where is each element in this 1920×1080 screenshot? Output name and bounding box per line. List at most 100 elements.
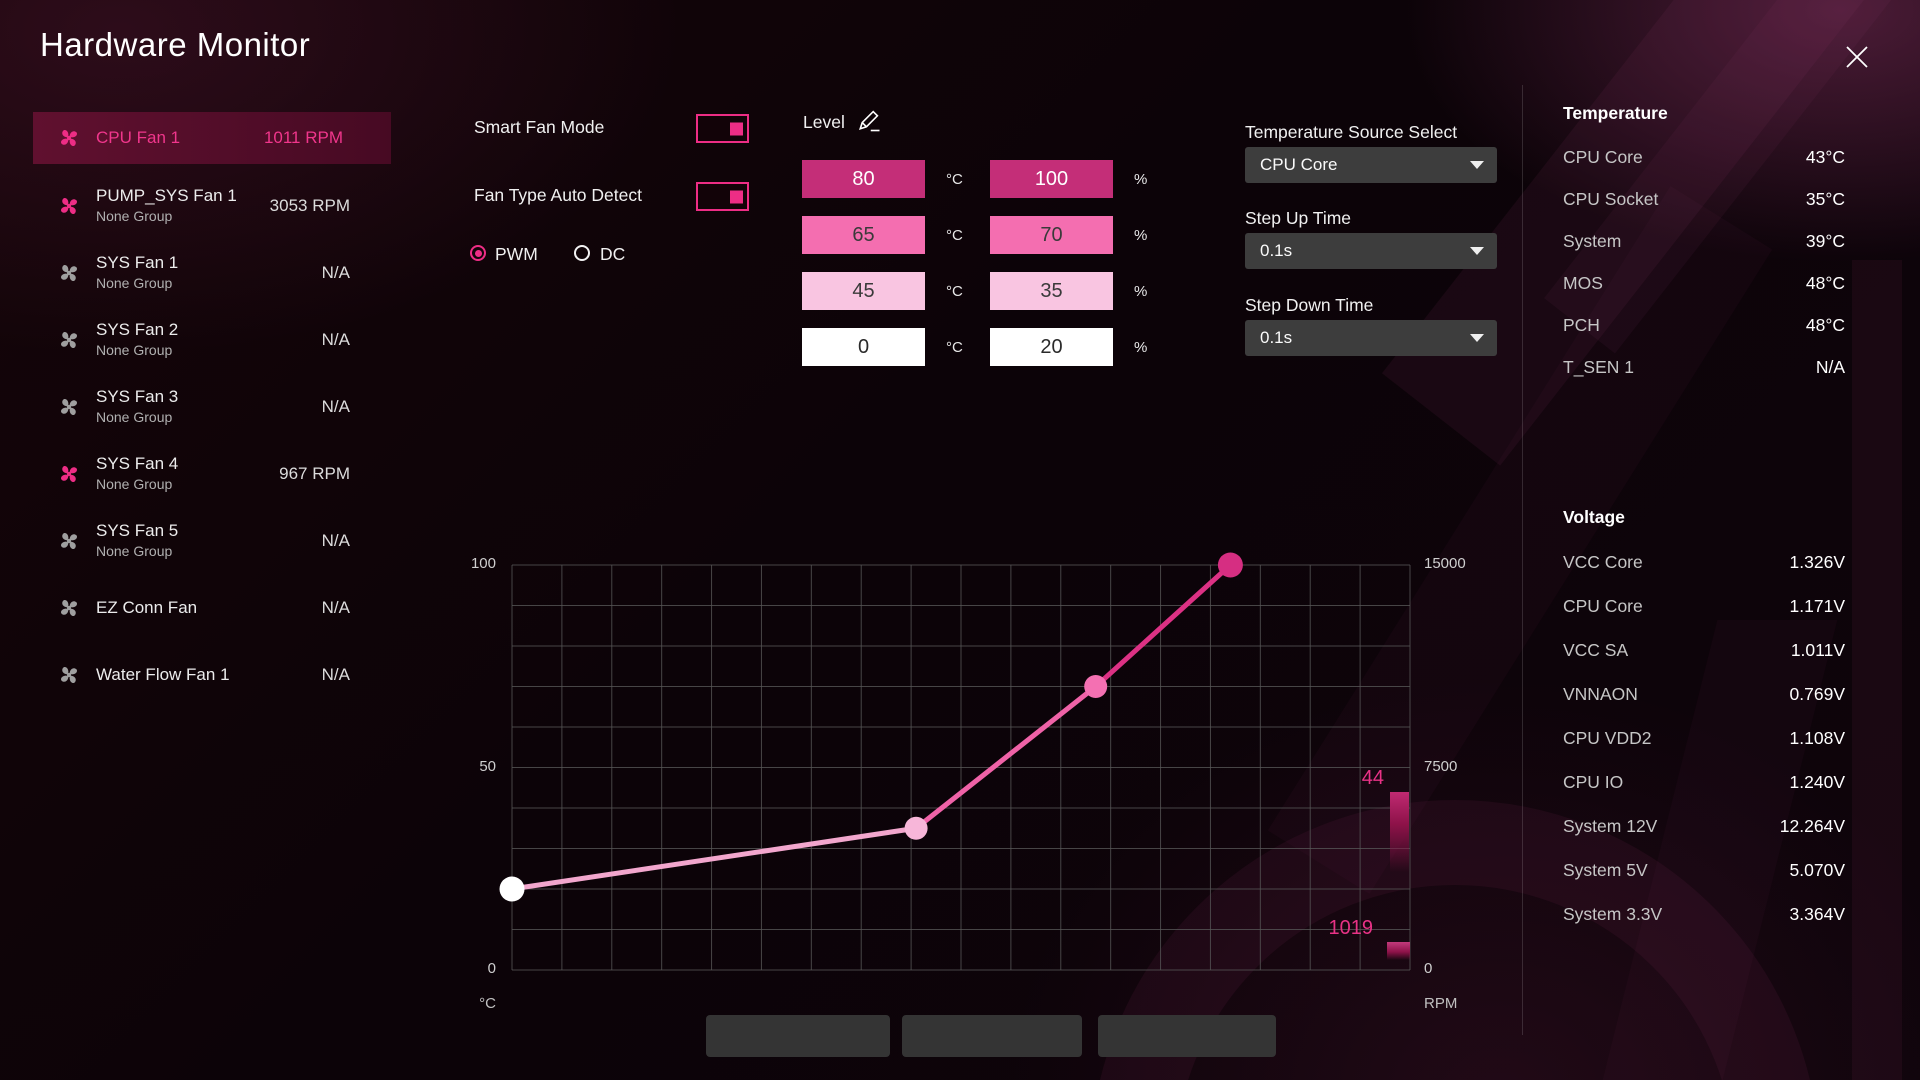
fan-rpm-value: N/A [321,329,350,349]
step-down-time-label: Step Down Time [1245,295,1374,315]
temperature-source-select[interactable]: CPU Core [1245,147,1497,183]
close-icon[interactable] [1844,44,1870,70]
fan-icon [57,529,81,553]
fan-name: SYS Fan 5 [96,521,179,541]
reading-label: CPU Socket [1563,188,1659,209]
all-set-cancel-c-button[interactable] [1098,1015,1276,1057]
selected-step-down-time: 0.1s [1260,328,1293,347]
step-down-time-select[interactable]: 0.1s [1245,320,1497,356]
x-axis-unit-label: °C [479,995,496,1012]
left-axis-tick: 50 [479,757,496,775]
panel-divider [1522,85,1523,1035]
percent-unit-label: % [1134,170,1148,188]
reading-value: 1.171V [1789,595,1845,616]
level-percent-field[interactable]: 100 [990,160,1113,198]
reading-row: VCC SA 1.011V [1563,628,1845,672]
sidebar-item-cpu-fan-1[interactable]: CPU Fan 1 1011 RPM [33,112,391,164]
fan-icon [57,328,81,352]
left-axis-tick: 100 [470,555,496,572]
fan-icon [57,596,81,620]
reading-row: System 3.3V 3.364V [1563,892,1845,936]
chevron-down-icon [1470,334,1484,342]
reading-row: VCC Core 1.326V [1563,540,1845,584]
fan-type-auto-detect-toggle[interactable] [696,182,749,211]
level-row: 80 °C 100 % [802,160,1176,198]
level-temp-field[interactable]: 80 [802,160,925,198]
reading-label: VNNAON [1563,683,1638,704]
level-percent-field[interactable]: 20 [990,328,1113,366]
level-temp-field[interactable]: 65 [802,216,925,254]
fan-icon [57,194,81,218]
step-up-time-label: Step Up Time [1245,208,1352,228]
percent-unit-label: % [1134,282,1148,300]
pwm-radio[interactable] [470,245,486,261]
edit-pencil-icon[interactable] [855,106,883,134]
fan-rpm-value: 3053 RPM [269,195,350,215]
chevron-down-icon [1470,247,1484,255]
reading-label: System 5V [1563,859,1648,880]
reading-row: VNNAON 0.769V [1563,672,1845,716]
reading-value: 48°C [1805,272,1845,293]
celsius-unit-label: °C [946,226,963,244]
level-percent-field[interactable]: 70 [990,216,1113,254]
reading-value: 1.326V [1789,551,1845,572]
sidebar-item-sys-fan-1[interactable]: SYS Fan 1 None Group N/A [33,239,391,306]
level-row: 0 °C 20 % [802,328,1176,366]
smart-fan-mode-toggle[interactable] [696,114,749,143]
fan-curve-chart: 100 50 0 15000 7500 0 °C RPM 44 1019 [471,552,1466,1012]
curve-point[interactable] [1217,552,1243,578]
sidebar-item-sys-fan-5[interactable]: SYS Fan 5 None Group N/A [33,507,391,574]
level-temp-field[interactable]: 45 [802,272,925,310]
fan-icon [57,395,81,419]
level-table: 80 °C 100 % 65 °C 70 % 45 °C 35 % 0 °C 2… [802,160,1176,384]
toggle-knob [730,122,743,135]
celsius-unit-label: °C [946,282,963,300]
dc-radio[interactable] [574,245,590,261]
level-temp-field[interactable]: 0 [802,328,925,366]
reading-value: 0.769V [1789,683,1845,704]
level-label: Level [803,112,845,132]
fan-group: None Group [96,208,173,225]
reading-label: MOS [1563,272,1603,293]
curve-point[interactable] [499,876,525,902]
reading-row: System 39°C [1563,220,1845,262]
reading-row: CPU Core 1.171V [1563,584,1845,628]
sidebar-item-water-flow-fan-1[interactable]: Water Flow Fan 1 N/A [33,641,391,708]
pwm-label: PWM [495,244,538,264]
fan-name: SYS Fan 4 [96,454,179,474]
fan-rpm-value: N/A [321,396,350,416]
all-set-default-d-button[interactable] [902,1015,1082,1057]
reading-value: 1.011V [1790,639,1845,660]
dc-label: DC [600,244,626,264]
fan-name: CPU Fan 1 [96,128,181,148]
curve-point[interactable] [1084,675,1108,698]
reading-row: CPU VDD2 1.108V [1563,716,1845,760]
fan-group: None Group [96,409,173,426]
reading-value: 1.108V [1789,727,1845,748]
reading-value: 5.070V [1789,859,1845,880]
duty-history-bar [1390,791,1409,872]
all-set-fullspeed-f-button[interactable] [706,1015,890,1057]
curve-point[interactable] [904,816,928,840]
reading-label: System 3.3V [1563,903,1663,924]
sidebar-item-ez-conn-fan[interactable]: EZ Conn Fan N/A [33,574,391,641]
fan-rpm-value: 1011 RPM [263,128,343,147]
fan-rpm-value: N/A [321,597,350,617]
reading-row: CPU Socket 35°C [1563,178,1845,220]
sidebar-item-sys-fan-4[interactable]: SYS Fan 4 None Group 967 RPM [33,440,391,507]
reading-label: CPU Core [1563,595,1643,616]
reading-label: CPU Core [1563,146,1643,167]
fan-name: SYS Fan 1 [96,253,179,273]
reading-value: 1.240V [1789,771,1845,792]
level-percent-field[interactable]: 35 [990,272,1113,310]
step-up-time-select[interactable]: 0.1s [1245,233,1497,269]
sidebar-item-sys-fan-3[interactable]: SYS Fan 3 None Group N/A [33,373,391,440]
right-axis-tick: 7500 [1424,757,1458,775]
right-axis-unit-label: RPM [1424,995,1458,1012]
sidebar-item-pump-sys-fan-1[interactable]: PUMP_SYS Fan 1 None Group 3053 RPM [33,172,391,239]
sidebar-item-sys-fan-2[interactable]: SYS Fan 2 None Group N/A [33,306,391,373]
reading-value: 39°C [1805,230,1845,251]
fan-icon [57,126,81,150]
reading-label: CPU IO [1563,771,1624,792]
